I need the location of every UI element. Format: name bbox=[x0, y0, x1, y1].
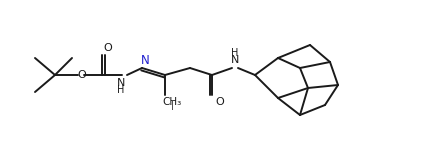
Text: N: N bbox=[231, 55, 239, 65]
Text: O: O bbox=[215, 97, 224, 107]
Text: H: H bbox=[231, 48, 239, 58]
Text: N: N bbox=[140, 55, 149, 67]
Text: |: | bbox=[170, 100, 173, 110]
Text: N: N bbox=[117, 78, 125, 88]
Text: H: H bbox=[117, 85, 125, 95]
Text: CH₃: CH₃ bbox=[162, 97, 182, 107]
Text: O: O bbox=[103, 43, 112, 53]
Text: O: O bbox=[78, 70, 87, 80]
